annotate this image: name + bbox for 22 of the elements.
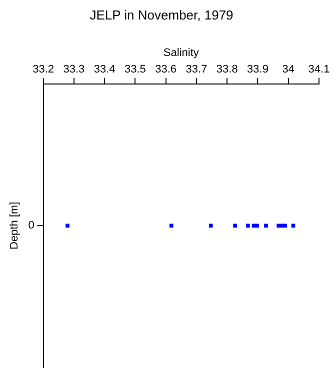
x-tick-label: 33.4 [94,63,116,76]
y-tick-label: 0 [28,220,34,232]
point [283,224,287,228]
point [66,224,70,228]
y-axis-title: Depth [m] [8,202,21,250]
x-tick-label: 34 [282,63,294,76]
x-tick-label: 33.8 [216,63,238,76]
x-tick-label: 33.5 [124,63,146,76]
x-tick-label: 34.1 [308,63,330,76]
chart-title: JELP in November, 1979 [90,7,234,22]
point [255,224,260,228]
point [264,224,268,228]
point [246,224,250,228]
x-tick-label: 33.7 [186,63,208,76]
x-tick-label: 33.3 [63,63,85,76]
x-tick-label: 33.2 [32,63,54,76]
x-axis-title: Salinity [163,47,200,60]
point [233,224,237,228]
x-tick-label: 33.9 [247,63,268,76]
x-tick-label: 33.6 [155,63,177,76]
point [208,224,213,228]
point [169,224,174,228]
